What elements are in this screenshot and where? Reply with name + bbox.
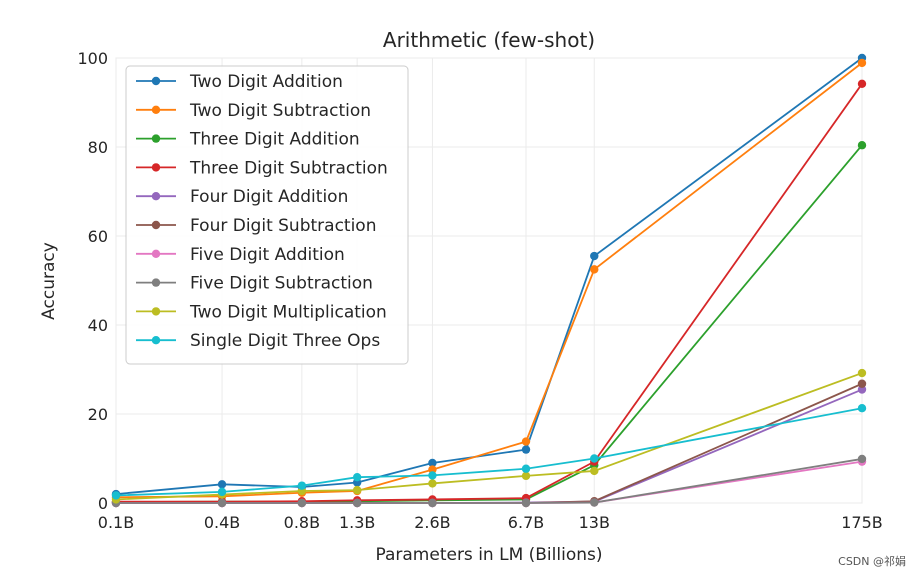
- watermark: CSDN @祁娟: [838, 555, 906, 568]
- series-line: [115, 407, 863, 497]
- legend-label: Four Digit Addition: [190, 187, 348, 207]
- legend-item: Two Digit Multiplication: [136, 302, 387, 322]
- y-axis-label: Accuracy: [39, 242, 59, 320]
- x-tick-label: 175B: [841, 513, 883, 532]
- legend-item: Three Digit Addition: [136, 130, 360, 150]
- y-tick-label: 60: [88, 227, 108, 246]
- y-tick-label: 0: [98, 494, 108, 513]
- legend-swatch-marker: [151, 134, 161, 143]
- data-point: [521, 471, 531, 481]
- legend-item: Two Digit Addition: [136, 72, 343, 92]
- data-point: [857, 368, 867, 378]
- data-point: [352, 485, 362, 495]
- legend-item: Single Digit Three Ops: [136, 331, 380, 351]
- data-point: [857, 404, 867, 413]
- data-point: [297, 498, 307, 508]
- legend-label: Three Digit Addition: [189, 130, 360, 150]
- legend-item: Three Digit Subtraction: [136, 158, 388, 178]
- legend-item: Five Digit Addition: [136, 245, 345, 265]
- x-tick-label: 6.7B: [508, 513, 544, 532]
- y-tick-label: 40: [88, 316, 108, 335]
- x-tick-label: 2.6B: [414, 513, 450, 532]
- y-tick-label: 100: [77, 49, 108, 68]
- legend-item: Five Digit Subtraction: [136, 274, 373, 294]
- legend-label: Five Digit Addition: [190, 245, 345, 265]
- legend-swatch-marker: [151, 163, 161, 172]
- tick-labels: 0 20 40 60 80 100 0.1B 0.4B 0.8B 1.3B 2.6B 6.7B 13B 1…: [77, 49, 882, 532]
- legend-item: Four Digit Addition: [136, 187, 348, 207]
- legend-label: Two Digit Addition: [189, 72, 343, 92]
- data-point: [590, 498, 599, 507]
- data-point: [857, 379, 867, 388]
- x-tick-label: 13B: [579, 513, 610, 532]
- legend-swatch-marker: [151, 336, 161, 345]
- data-point: [352, 472, 362, 482]
- legend-swatch-marker: [151, 192, 161, 201]
- series-layer: [111, 53, 867, 508]
- legend: Two Digit Addition Two Digit Subtraction T…: [125, 65, 409, 365]
- data-point: [428, 465, 437, 474]
- legend-swatch-marker: [151, 307, 161, 316]
- data-point: [428, 471, 437, 480]
- legend-item: Two Digit Subtraction: [136, 101, 371, 121]
- data-point: [428, 498, 437, 508]
- data-point: [590, 454, 599, 463]
- data-point: [428, 479, 437, 488]
- legend-box: [125, 65, 409, 365]
- data-point: [857, 454, 867, 464]
- series-single-digit-three-ops: [111, 404, 867, 500]
- legend-label: Single Digit Three Ops: [190, 331, 380, 351]
- x-tick-label: 0.4B: [204, 513, 240, 532]
- data-point: [590, 466, 599, 476]
- series-line: [115, 57, 863, 495]
- legend-label: Two Digit Subtraction: [189, 101, 371, 121]
- legend-swatch-marker: [151, 76, 161, 86]
- legend-swatch-marker: [151, 220, 161, 230]
- data-point: [521, 437, 531, 446]
- data-point: [521, 445, 531, 454]
- series-line: [115, 62, 863, 499]
- legend-swatch-marker: [151, 249, 161, 258]
- data-point: [857, 79, 867, 89]
- x-tick-label: 0.8B: [284, 513, 320, 532]
- data-point: [857, 141, 867, 150]
- legend-label: Two Digit Multiplication: [189, 302, 387, 322]
- chart-title: Arithmetic (few-shot): [383, 28, 595, 52]
- data-point: [521, 498, 531, 508]
- legend-swatch-marker: [151, 278, 161, 287]
- data-point: [857, 385, 867, 394]
- data-point: [857, 58, 867, 68]
- data-point: [217, 487, 227, 497]
- data-point: [217, 480, 227, 489]
- data-point: [111, 491, 121, 500]
- legend-label: Three Digit Subtraction: [189, 158, 388, 178]
- data-point: [521, 464, 531, 473]
- y-tick-label: 80: [88, 138, 108, 157]
- data-point: [217, 498, 227, 508]
- data-point: [428, 458, 437, 468]
- y-tick-label: 20: [88, 405, 108, 424]
- x-tick-label: 0.1B: [98, 513, 134, 532]
- legend-item: Four Digit Subtraction: [136, 216, 376, 236]
- data-point: [297, 481, 307, 490]
- data-point: [352, 498, 362, 508]
- data-point: [590, 265, 599, 274]
- legend-label: Five Digit Subtraction: [190, 274, 373, 294]
- series-line: [116, 458, 863, 504]
- data-point: [590, 251, 599, 261]
- x-tick-label: 1.3B: [339, 513, 375, 532]
- x-axis-label: Parameters in LM (Billions): [375, 545, 602, 565]
- series-line: [115, 372, 863, 501]
- series-line: [116, 83, 863, 503]
- legend-swatch-marker: [151, 105, 161, 115]
- legend-label: Four Digit Subtraction: [190, 216, 376, 236]
